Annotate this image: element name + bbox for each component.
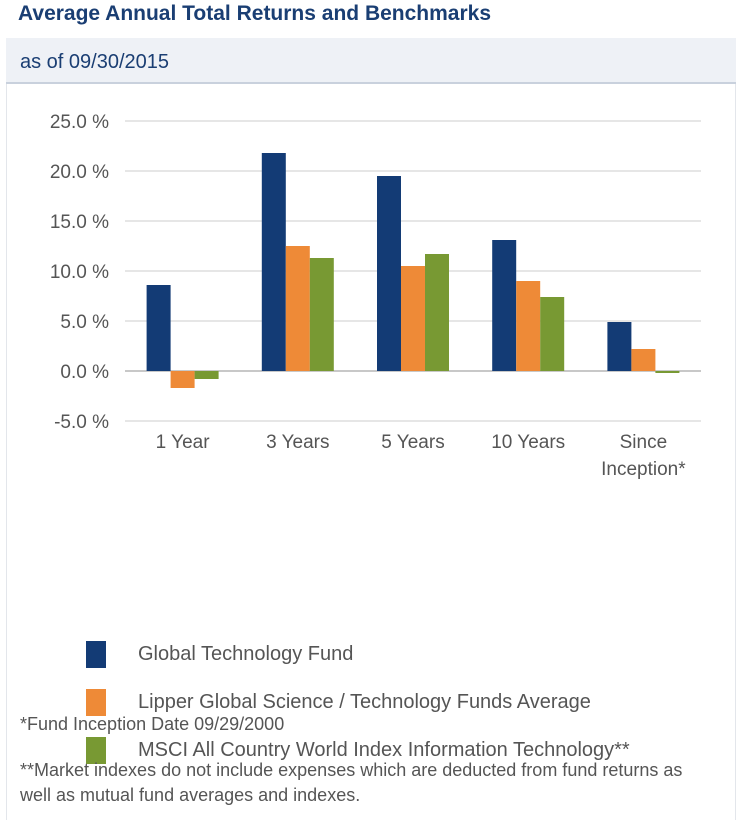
x-tick-label: 1 Year: [156, 432, 211, 453]
page-title: Average Annual Total Returns and Benchma…: [18, 2, 492, 25]
y-tick-label: 25.0 %: [50, 112, 109, 133]
legend-swatch-lipper: [86, 688, 106, 716]
bar: [285, 246, 310, 371]
x-tick-label: 5 Years: [381, 432, 444, 453]
bar: [146, 285, 171, 371]
bar: [492, 240, 517, 371]
legend-item-lipper: Lipper Global Science / Technology Funds…: [86, 678, 630, 726]
x-tick-label: 3 Years: [266, 432, 329, 453]
y-tick-label: 0.0 %: [60, 362, 109, 383]
bar: [170, 371, 195, 388]
returns-bar-chart: -5.0 % 0.0 % 5.0 % 10.0 % 15.0 % 20.0 % 25.0 %…: [50, 112, 701, 480]
y-tick-label: 20.0 %: [50, 162, 109, 183]
legend-label-fund: Global Technology Fund: [138, 642, 354, 665]
chart-panel: -5.0 % 0.0 % 5.0 % 10.0 % 15.0 % 20.0 % 25.0 %…: [6, 84, 736, 820]
y-tick-label: 5.0 %: [60, 312, 109, 333]
y-tick-label: 15.0 %: [50, 212, 109, 233]
y-tick-label: 10.0 %: [50, 262, 109, 283]
inception-footnote: *Fund Inception Date 09/29/2000: [20, 714, 285, 734]
index-footnote: **Market indexes do not include expenses…: [20, 760, 683, 805]
bar: [540, 297, 565, 371]
bar: [655, 371, 680, 373]
bar: [425, 254, 449, 371]
chart-legend: Global Technology Fund Lipper Global Sci…: [86, 630, 630, 774]
legend-swatch-fund: [86, 640, 106, 668]
x-tick-label: 10 Years: [491, 432, 565, 453]
as-of-date: as of 09/30/2015: [20, 51, 170, 73]
x-tick-label: Since: [620, 432, 668, 453]
bar: [401, 266, 425, 371]
legend-item-msci: MSCI All Country World Index Information…: [86, 726, 630, 774]
y-tick-label: -5.0 %: [54, 412, 109, 433]
bar: [194, 371, 219, 379]
legend-label-lipper: Lipper Global Science / Technology Funds…: [138, 690, 591, 713]
bar: [377, 176, 401, 371]
bar: [607, 322, 632, 371]
legend-swatch-msci: [86, 736, 106, 764]
legend-label-msci: MSCI All Country World Index Information…: [138, 738, 630, 761]
legend-item-fund: Global Technology Fund: [86, 630, 630, 678]
bar: [516, 281, 541, 371]
x-tick-label: Inception*: [601, 459, 686, 480]
bar: [631, 349, 656, 371]
bar: [261, 153, 286, 371]
as-of-header-bar: as of 09/30/2015: [6, 38, 736, 84]
bar: [309, 258, 334, 371]
